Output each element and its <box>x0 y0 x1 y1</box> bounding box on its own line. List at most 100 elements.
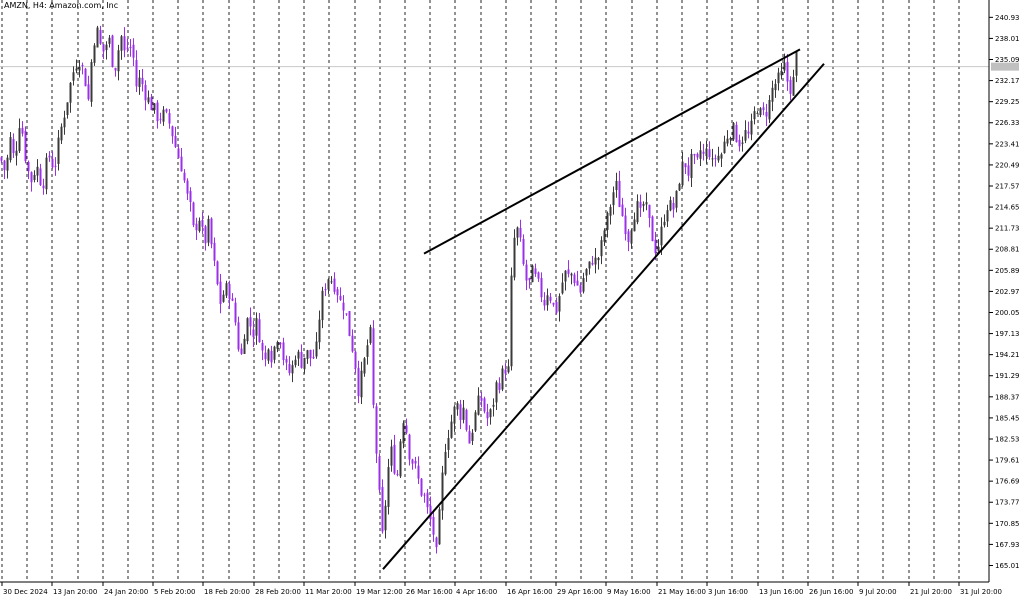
trendlines[interactable] <box>382 48 825 570</box>
current-price-label <box>991 62 1019 71</box>
candle-body <box>741 142 744 144</box>
candle-body <box>459 404 462 420</box>
trendline[interactable] <box>423 48 801 255</box>
candle-body <box>564 270 567 282</box>
candle-body <box>534 268 537 274</box>
candle-body <box>795 51 798 76</box>
candle-body <box>549 296 552 301</box>
candle <box>69 81 72 113</box>
time-axis[interactable]: 30 Dec 2024 13 Jan 20:00 24 Jan 20:00 5 Feb… <box>1 582 1002 596</box>
candle <box>336 286 339 303</box>
candle <box>9 132 12 163</box>
candle-body <box>54 165 57 167</box>
candle <box>462 399 465 424</box>
price-axis[interactable]: 240.93 238.01 235.09 232.17 229.25 226.33 223.… <box>989 14 1020 570</box>
candle <box>489 408 492 425</box>
candle-body <box>456 403 459 410</box>
candle-body <box>513 237 516 278</box>
candle <box>99 25 102 45</box>
candle <box>153 103 156 114</box>
candle-body <box>378 456 381 490</box>
candle-body <box>702 151 705 154</box>
candle-body <box>408 434 411 460</box>
candle-body <box>630 230 633 244</box>
candle <box>180 148 183 172</box>
candle-body <box>261 342 264 351</box>
trendline[interactable] <box>382 63 825 570</box>
candle <box>603 228 606 247</box>
candle <box>282 337 285 366</box>
candle <box>213 237 216 267</box>
candle <box>123 27 126 58</box>
candle-body <box>252 329 255 338</box>
candle <box>114 67 117 77</box>
candle <box>432 509 435 542</box>
candle-body <box>660 226 663 246</box>
candle <box>306 349 309 364</box>
candle <box>468 425 471 444</box>
candle-body <box>591 262 594 265</box>
candle-body <box>471 432 474 441</box>
candle <box>231 293 234 302</box>
candle <box>345 313 348 316</box>
candle-body <box>696 153 699 158</box>
candle-body <box>462 407 465 420</box>
price-tick-label: 165.01 <box>995 562 1020 570</box>
candle <box>429 496 432 527</box>
candle-body <box>285 359 288 363</box>
candle-body <box>528 278 531 281</box>
candle-body <box>744 129 747 141</box>
candle-body <box>93 45 96 63</box>
candle-body <box>579 285 582 293</box>
candle-body <box>738 139 741 147</box>
candle-body <box>576 280 579 286</box>
candle-body <box>213 242 216 261</box>
candle <box>693 153 696 165</box>
candle-body <box>342 302 345 311</box>
candle <box>291 360 294 383</box>
candle <box>57 130 60 171</box>
candle-body <box>372 328 375 405</box>
candle <box>525 259 528 291</box>
candle <box>666 204 669 227</box>
time-tick-label: 21 May 16:00 <box>658 588 706 596</box>
candle <box>612 186 615 215</box>
candle-body <box>717 155 720 161</box>
candle-body <box>789 79 792 94</box>
candle <box>597 256 600 270</box>
candle <box>195 217 198 240</box>
candle-body <box>39 168 42 186</box>
candle <box>216 260 219 286</box>
candle <box>591 255 594 266</box>
candle-body <box>777 72 780 84</box>
candle <box>228 280 231 310</box>
candle-body <box>507 366 510 373</box>
candle-body <box>309 349 312 359</box>
candle <box>552 302 555 307</box>
candle-body <box>504 369 507 374</box>
candle <box>498 377 501 394</box>
candle <box>396 470 399 477</box>
candle <box>423 492 426 503</box>
candle-body <box>468 431 471 444</box>
time-tick-label: 3 Jun 16:00 <box>708 588 748 596</box>
candle-body <box>465 409 468 430</box>
time-tick-label: 26 Mar 16:00 <box>406 588 453 596</box>
candle <box>405 418 408 435</box>
candle-body <box>369 327 372 343</box>
candle <box>627 229 630 252</box>
candle <box>675 190 678 213</box>
price-tick-label: 208.81 <box>995 246 1020 254</box>
candle-body <box>234 302 237 323</box>
candle <box>531 264 534 283</box>
candle <box>495 380 498 411</box>
candle-body <box>24 130 27 162</box>
candle <box>537 271 540 282</box>
candle <box>333 272 336 295</box>
candle-body <box>114 67 117 71</box>
time-tick-label: 13 Jun 16:00 <box>759 588 803 596</box>
candle <box>684 163 687 175</box>
candle <box>240 343 243 355</box>
candle-body <box>645 202 648 205</box>
